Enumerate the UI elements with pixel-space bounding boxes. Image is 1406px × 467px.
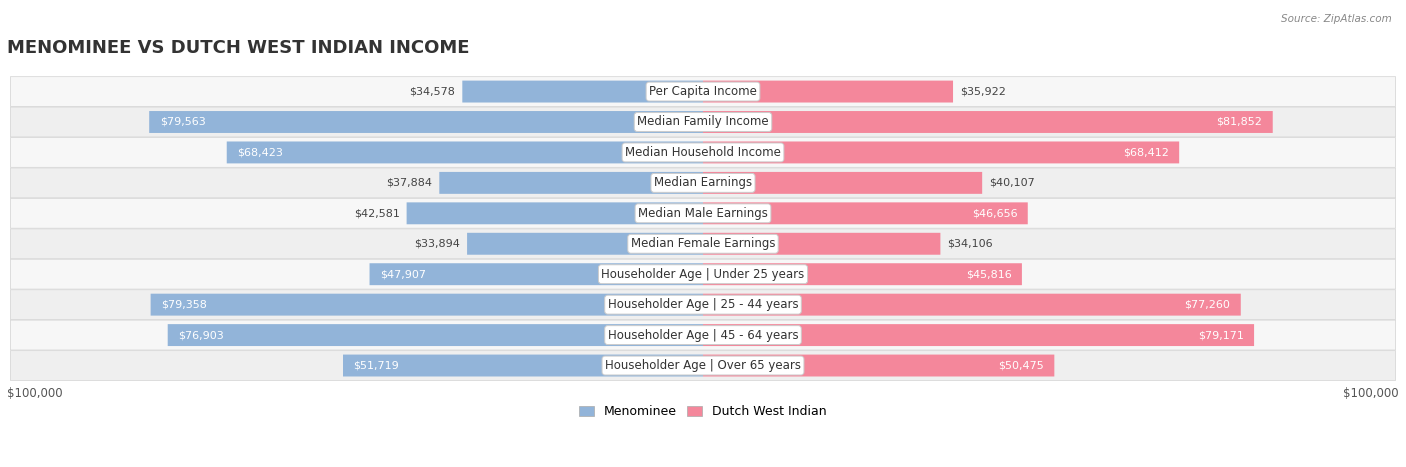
- FancyBboxPatch shape: [370, 263, 703, 285]
- FancyBboxPatch shape: [10, 259, 1396, 289]
- FancyBboxPatch shape: [167, 324, 703, 346]
- Text: Householder Age | 45 - 64 years: Householder Age | 45 - 64 years: [607, 329, 799, 341]
- Text: Householder Age | Under 25 years: Householder Age | Under 25 years: [602, 268, 804, 281]
- FancyBboxPatch shape: [703, 294, 1240, 316]
- Text: $33,894: $33,894: [415, 239, 460, 249]
- FancyBboxPatch shape: [10, 77, 1396, 106]
- FancyBboxPatch shape: [10, 168, 1396, 198]
- Text: $79,563: $79,563: [160, 117, 205, 127]
- FancyBboxPatch shape: [226, 142, 703, 163]
- FancyBboxPatch shape: [343, 354, 703, 376]
- Text: Median Female Earnings: Median Female Earnings: [631, 237, 775, 250]
- Legend: Menominee, Dutch West Indian: Menominee, Dutch West Indian: [574, 400, 832, 423]
- Text: $40,107: $40,107: [990, 178, 1035, 188]
- Text: $100,000: $100,000: [1343, 388, 1399, 400]
- FancyBboxPatch shape: [10, 107, 1396, 137]
- FancyBboxPatch shape: [703, 263, 1022, 285]
- Text: Per Capita Income: Per Capita Income: [650, 85, 756, 98]
- FancyBboxPatch shape: [10, 320, 1396, 350]
- FancyBboxPatch shape: [703, 172, 983, 194]
- FancyBboxPatch shape: [10, 198, 1396, 228]
- Text: $77,260: $77,260: [1184, 300, 1230, 310]
- FancyBboxPatch shape: [10, 351, 1396, 381]
- Text: $79,358: $79,358: [162, 300, 207, 310]
- Text: $51,719: $51,719: [353, 361, 399, 370]
- Text: $47,907: $47,907: [380, 269, 426, 279]
- Text: Householder Age | 25 - 44 years: Householder Age | 25 - 44 years: [607, 298, 799, 311]
- Text: $45,816: $45,816: [966, 269, 1011, 279]
- FancyBboxPatch shape: [703, 111, 1272, 133]
- FancyBboxPatch shape: [10, 290, 1396, 319]
- FancyBboxPatch shape: [703, 81, 953, 103]
- FancyBboxPatch shape: [703, 324, 1254, 346]
- FancyBboxPatch shape: [406, 202, 703, 224]
- FancyBboxPatch shape: [703, 202, 1028, 224]
- Text: Median Household Income: Median Household Income: [626, 146, 780, 159]
- Text: Median Earnings: Median Earnings: [654, 177, 752, 190]
- Text: MENOMINEE VS DUTCH WEST INDIAN INCOME: MENOMINEE VS DUTCH WEST INDIAN INCOME: [7, 39, 470, 57]
- FancyBboxPatch shape: [703, 142, 1180, 163]
- FancyBboxPatch shape: [439, 172, 703, 194]
- FancyBboxPatch shape: [463, 81, 703, 103]
- Text: Median Family Income: Median Family Income: [637, 115, 769, 128]
- Text: $68,412: $68,412: [1123, 148, 1168, 157]
- Text: $81,852: $81,852: [1216, 117, 1263, 127]
- Text: $100,000: $100,000: [7, 388, 63, 400]
- Text: $68,423: $68,423: [238, 148, 283, 157]
- Text: Median Male Earnings: Median Male Earnings: [638, 207, 768, 220]
- FancyBboxPatch shape: [149, 111, 703, 133]
- Text: $46,656: $46,656: [972, 208, 1018, 219]
- Text: $34,578: $34,578: [409, 86, 456, 97]
- FancyBboxPatch shape: [703, 354, 1054, 376]
- Text: Source: ZipAtlas.com: Source: ZipAtlas.com: [1281, 14, 1392, 24]
- Text: $50,475: $50,475: [998, 361, 1043, 370]
- FancyBboxPatch shape: [703, 233, 941, 255]
- Text: $76,903: $76,903: [179, 330, 224, 340]
- Text: $37,884: $37,884: [387, 178, 433, 188]
- Text: $34,106: $34,106: [948, 239, 993, 249]
- Text: Householder Age | Over 65 years: Householder Age | Over 65 years: [605, 359, 801, 372]
- FancyBboxPatch shape: [10, 229, 1396, 259]
- Text: $79,171: $79,171: [1198, 330, 1244, 340]
- FancyBboxPatch shape: [150, 294, 703, 316]
- FancyBboxPatch shape: [467, 233, 703, 255]
- FancyBboxPatch shape: [10, 137, 1396, 167]
- Text: $42,581: $42,581: [354, 208, 399, 219]
- Text: $35,922: $35,922: [960, 86, 1005, 97]
